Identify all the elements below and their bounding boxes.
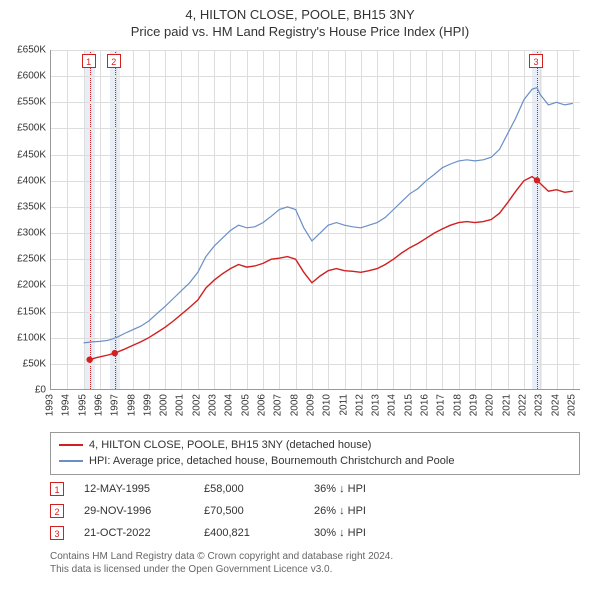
x-axis-label: 2024	[550, 394, 561, 416]
event-marker-box: 1	[50, 482, 64, 496]
x-axis-label: 1998	[126, 394, 137, 416]
legend-swatch-price	[59, 444, 83, 446]
event-date: 12-MAY-1995	[84, 478, 184, 500]
plot-area	[50, 50, 580, 390]
x-axis-label: 2005	[240, 394, 251, 416]
x-axis-label: 2000	[159, 394, 170, 416]
x-axis-label: 2009	[305, 394, 316, 416]
x-axis-label: 2002	[191, 394, 202, 416]
legend-box: 4, HILTON CLOSE, POOLE, BH15 3NY (detach…	[50, 432, 580, 475]
x-axis-label: 2003	[208, 394, 219, 416]
hpi-line	[84, 88, 573, 343]
y-axis-label: £0	[2, 385, 46, 396]
sale-marker-dot	[534, 177, 540, 183]
x-axis-label: 2016	[420, 394, 431, 416]
x-axis-label: 2020	[485, 394, 496, 416]
title-block: 4, HILTON CLOSE, POOLE, BH15 3NY Price p…	[0, 0, 600, 40]
y-axis-label: £450K	[2, 149, 46, 160]
x-axis-label: 2023	[534, 394, 545, 416]
sale-marker-box: 2	[107, 54, 121, 68]
title-line-2: Price paid vs. HM Land Registry's House …	[0, 23, 600, 40]
y-axis-label: £50K	[2, 358, 46, 369]
event-marker-box: 2	[50, 504, 64, 518]
x-axis-label: 2001	[175, 394, 186, 416]
y-axis-label: £100K	[2, 332, 46, 343]
y-axis-label: £200K	[2, 280, 46, 291]
sale-marker-dot	[112, 350, 118, 356]
legend-label-hpi: HPI: Average price, detached house, Bour…	[89, 453, 454, 469]
event-date: 21-OCT-2022	[84, 522, 184, 544]
sale-marker-box: 1	[82, 54, 96, 68]
x-axis-label: 2018	[452, 394, 463, 416]
x-axis-label: 1995	[77, 394, 88, 416]
event-row: 2 29-NOV-1996 £70,500 26% ↓ HPI	[50, 500, 580, 522]
footer-block: Contains HM Land Registry data © Crown c…	[50, 550, 580, 576]
footer-line-1: Contains HM Land Registry data © Crown c…	[50, 550, 580, 563]
price-paid-line	[90, 177, 573, 360]
event-price: £58,000	[204, 478, 294, 500]
y-axis-label: £250K	[2, 254, 46, 265]
event-row: 3 21-OCT-2022 £400,821 30% ↓ HPI	[50, 522, 580, 544]
x-axis-label: 2021	[501, 394, 512, 416]
event-delta: 26% ↓ HPI	[314, 500, 366, 522]
x-axis-label: 1997	[110, 394, 121, 416]
x-axis-label: 2013	[371, 394, 382, 416]
event-delta: 30% ↓ HPI	[314, 522, 366, 544]
y-axis-label: £500K	[2, 123, 46, 134]
y-axis-label: £150K	[2, 306, 46, 317]
y-axis-label: £300K	[2, 228, 46, 239]
legend-row-hpi: HPI: Average price, detached house, Bour…	[59, 453, 571, 469]
event-row: 1 12-MAY-1995 £58,000 36% ↓ HPI	[50, 478, 580, 500]
sale-marker-box: 3	[529, 54, 543, 68]
event-price: £70,500	[204, 500, 294, 522]
event-delta: 36% ↓ HPI	[314, 478, 366, 500]
event-date: 29-NOV-1996	[84, 500, 184, 522]
y-axis-label: £600K	[2, 71, 46, 82]
x-axis-label: 2011	[338, 394, 349, 416]
event-marker-box: 3	[50, 526, 64, 540]
x-axis-label: 2014	[387, 394, 398, 416]
x-axis-label: 2012	[354, 394, 365, 416]
y-axis-label: £400K	[2, 175, 46, 186]
x-axis-label: 2017	[436, 394, 447, 416]
x-axis-label: 1994	[61, 394, 72, 416]
x-axis-label: 2008	[289, 394, 300, 416]
y-axis-label: £650K	[2, 45, 46, 56]
legend-swatch-hpi	[59, 460, 83, 462]
x-axis-label: 2019	[469, 394, 480, 416]
x-axis-label: 1999	[142, 394, 153, 416]
x-axis-label: 2025	[566, 394, 577, 416]
y-axis-label: £350K	[2, 201, 46, 212]
title-line-1: 4, HILTON CLOSE, POOLE, BH15 3NY	[0, 6, 600, 23]
x-axis-label: 1993	[45, 394, 56, 416]
x-axis-label: 2022	[517, 394, 528, 416]
chart-container: 4, HILTON CLOSE, POOLE, BH15 3NY Price p…	[0, 0, 600, 590]
legend-label-price: 4, HILTON CLOSE, POOLE, BH15 3NY (detach…	[89, 437, 371, 453]
x-axis-label: 2006	[257, 394, 268, 416]
y-axis-label: £550K	[2, 97, 46, 108]
event-price: £400,821	[204, 522, 294, 544]
events-table: 1 12-MAY-1995 £58,000 36% ↓ HPI 2 29-NOV-1996…	[50, 478, 580, 544]
legend-row-price: 4, HILTON CLOSE, POOLE, BH15 3NY (detach…	[59, 437, 571, 453]
sale-marker-dot	[86, 356, 92, 362]
footer-line-2: This data is licensed under the Open Gov…	[50, 563, 580, 576]
x-axis-label: 2004	[224, 394, 235, 416]
plot-svg	[51, 50, 580, 389]
x-axis-label: 2010	[322, 394, 333, 416]
x-axis-label: 2007	[273, 394, 284, 416]
x-axis-label: 2015	[403, 394, 414, 416]
x-axis-label: 1996	[93, 394, 104, 416]
